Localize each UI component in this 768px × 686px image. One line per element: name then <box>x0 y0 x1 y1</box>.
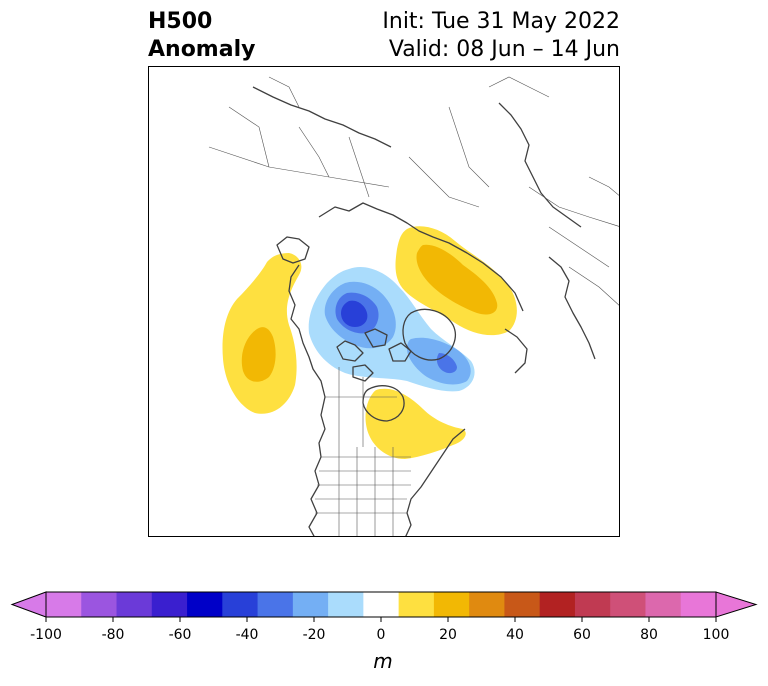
colorbar-bin <box>610 592 646 617</box>
anomaly-map <box>208 76 619 536</box>
colorbar-tick-label: -20 <box>303 627 326 643</box>
title-valid: Valid: 08 Jun – 14 Jun <box>388 37 620 62</box>
colorbar-bin <box>81 592 117 617</box>
colorbar-bin <box>328 592 364 617</box>
colorbar-bin <box>116 592 153 617</box>
colorbar-tick-label: 20 <box>439 627 457 643</box>
colorbar-bin <box>574 592 611 617</box>
title-init: Init: Tue 31 May 2022 <box>382 9 620 34</box>
ridge-great-lakes <box>365 388 466 459</box>
colorbar: -100 -80 -60 -40 -20 0 20 40 60 80 100 m <box>10 591 758 673</box>
title-right: Init: Tue 31 May 2022 Valid: 08 Jun – 14… <box>382 8 620 64</box>
colorbar-label: m <box>373 649 392 673</box>
colorbar-bin <box>680 592 717 617</box>
ridge-northeast-pacific <box>222 253 302 414</box>
colorbar-tick-label: 100 <box>703 627 730 643</box>
colorbar-tick-label: 0 <box>377 627 386 643</box>
colorbar-tick-label: -100 <box>30 627 62 643</box>
anomaly-contours <box>222 226 517 459</box>
colorbar-extend-min <box>10 591 47 618</box>
colorbar-tick-label: -80 <box>102 627 125 643</box>
colorbar-bin <box>433 592 470 617</box>
colorbar-bin <box>46 592 82 617</box>
title-left: H500 Anomaly <box>148 8 255 64</box>
colorbar-bins <box>10 591 758 618</box>
colorbar-tick-label: 80 <box>640 627 658 643</box>
colorbar-bin <box>398 592 435 617</box>
colorbar-bin <box>645 592 682 617</box>
colorbar-tick-label: 60 <box>573 627 591 643</box>
colorbar-ticks: -100 -80 -60 -40 -20 0 20 40 60 80 100 <box>30 617 729 643</box>
coastlines <box>252 86 596 536</box>
colorbar-bin <box>292 592 329 617</box>
colorbar-tick-label: -60 <box>169 627 192 643</box>
colorbar-bin <box>257 592 294 617</box>
colorbar-bin <box>363 592 400 617</box>
political-borders <box>208 76 619 536</box>
colorbar-bin <box>222 592 258 617</box>
colorbar-bin <box>187 592 223 617</box>
ridge-siberia <box>395 226 517 336</box>
colorbar-bin <box>151 592 188 617</box>
colorbar-tick-label: 40 <box>506 627 524 643</box>
colorbar-extend-max <box>715 591 758 618</box>
title-field: H500 <box>148 9 213 34</box>
title-type: Anomaly <box>148 37 256 62</box>
colorbar-tick-label: -40 <box>236 627 259 643</box>
map-panel <box>148 66 620 537</box>
colorbar-bin <box>504 592 541 617</box>
colorbar-bin <box>539 592 576 617</box>
colorbar-bin <box>469 592 505 617</box>
